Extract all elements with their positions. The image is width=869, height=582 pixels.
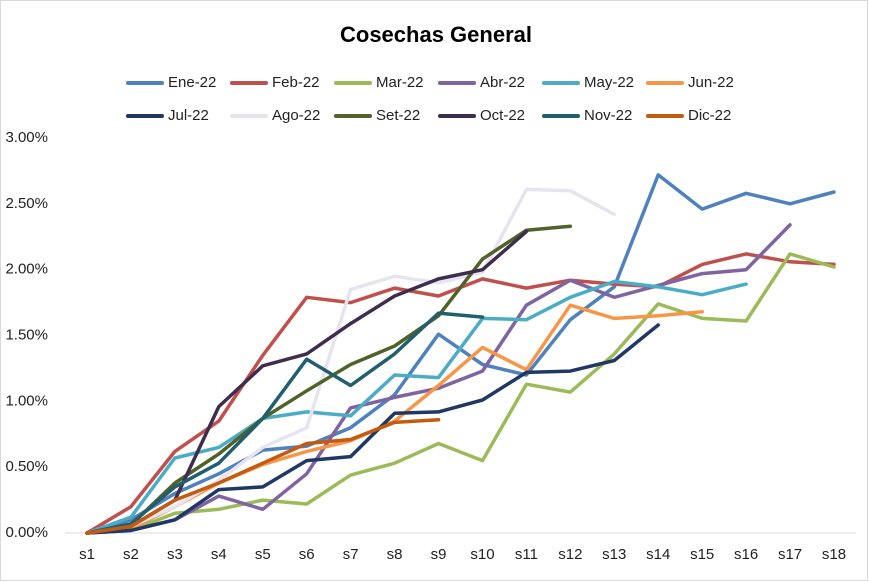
x-tick-label: s1 [79,546,95,563]
y-tick-label: 2.00% [5,261,48,278]
x-tick-label: s4 [211,546,227,563]
x-tick-label: s11 [515,546,538,563]
legend-label: Abr-22 [480,74,525,91]
legend-label: Feb-22 [272,74,320,91]
legend-label: Mar-22 [376,74,424,91]
y-tick-label: 0.00% [5,524,48,541]
y-tick-label: 1.50% [5,326,48,343]
x-tick-label: s2 [123,546,139,563]
x-tick-label: s8 [387,546,403,563]
y-tick-label: 3.00% [5,129,48,146]
x-tick-label: s12 [558,546,582,563]
x-tick-label: s13 [602,546,626,563]
legend-label: Jun-22 [688,74,734,91]
legend-label: Jul-22 [168,107,209,124]
chart-title: Cosechas General [340,22,532,47]
x-tick-label: s18 [822,546,846,563]
x-tick-label: s6 [299,546,315,563]
x-tick-label: s17 [778,546,802,563]
x-tick-label: s10 [470,546,494,563]
legend-label: Nov-22 [584,107,632,124]
series-line [85,418,441,535]
y-tick-label: 0.50% [5,458,48,475]
legend-label: Ago-22 [272,107,320,124]
legend-label: Oct-22 [480,107,525,124]
series-line [85,187,617,535]
x-tick-label: s16 [734,546,758,563]
x-tick-label: s14 [646,546,670,563]
legend-label: Set-22 [376,107,420,124]
x-tick-label: s15 [690,546,714,563]
x-tick-label: s3 [167,546,183,563]
series-line [85,311,485,535]
series-line [85,223,792,535]
legend-label: May-22 [584,74,634,91]
series-line [85,224,573,535]
legend-label: Dic-22 [688,107,731,124]
legend-label: Ene-22 [168,74,216,91]
y-tick-label: 1.00% [5,392,48,409]
x-tick-label: s7 [343,546,359,563]
series-line [85,252,836,535]
y-tick-label: 2.50% [5,195,48,212]
x-tick-label: s9 [431,546,447,563]
series-line [85,323,660,535]
x-tick-label: s5 [255,546,271,563]
